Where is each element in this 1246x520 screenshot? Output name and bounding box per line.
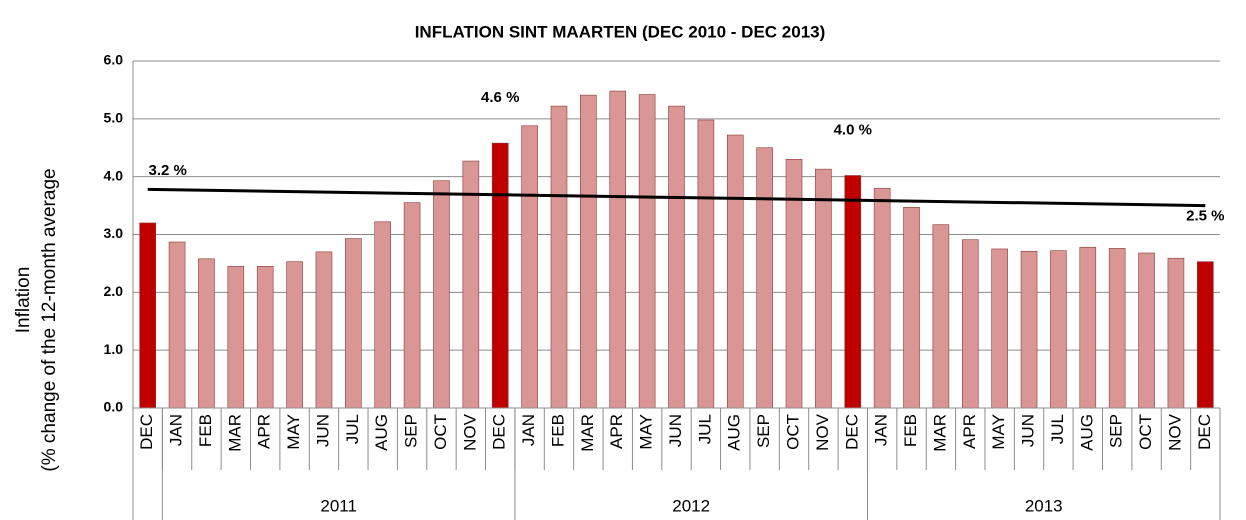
x-tick-label: JAN [519, 414, 538, 446]
bar [932, 224, 950, 409]
bar [1167, 257, 1185, 409]
x-tick-label: JUN [666, 414, 685, 447]
x-tick-label: MAY [284, 414, 303, 450]
x-tick-label: NOV [813, 413, 832, 451]
x-tick-label: MAY [637, 414, 656, 450]
bar [345, 238, 362, 409]
bar [609, 90, 627, 409]
group-label: 2013 [1025, 496, 1063, 515]
value-label: 3.2 % [149, 162, 187, 179]
bar [462, 160, 480, 409]
bar [403, 202, 421, 409]
x-tick-label: DEC [137, 414, 156, 450]
bar [286, 261, 303, 409]
group-label: 2012 [672, 496, 710, 515]
bar [903, 207, 920, 409]
y-tick-label: 3.0 [104, 225, 124, 241]
x-tick-label: AUG [1077, 414, 1096, 451]
x-tick-label: MAR [225, 414, 244, 452]
group-label: 2011 [320, 496, 357, 515]
x-tick-label: SEP [754, 414, 773, 448]
x-tick-label: OCT [1136, 414, 1155, 450]
bar [1197, 261, 1214, 409]
x-tick-label: OCT [431, 414, 450, 450]
bar [726, 134, 744, 409]
bar [491, 142, 509, 409]
x-tick-label: APR [255, 414, 274, 449]
bar [785, 159, 803, 409]
y-tick-label: 4.0 [104, 167, 124, 183]
x-tick-label: DEC [490, 414, 509, 450]
x-tick-label: NOV [1165, 413, 1184, 451]
chart-title: INFLATION SINT MAARTEN (DEC 2010 - DEC 2… [415, 22, 826, 41]
bar [815, 168, 832, 409]
x-tick-label: SEP [402, 414, 421, 448]
x-tick-label: JUL [343, 414, 362, 444]
bar [1050, 250, 1067, 409]
x-tick-label: APR [607, 414, 626, 449]
x-tick-label: MAR [578, 414, 597, 452]
x-tick-label: OCT [783, 414, 802, 450]
x-tick-label: JAN [167, 414, 186, 446]
trend-line [147, 187, 1206, 208]
x-tick-label: DEC [842, 414, 861, 450]
bar [991, 248, 1008, 409]
bar [256, 266, 274, 409]
x-tick-label: MAY [989, 414, 1008, 450]
x-tick-label: APR [960, 414, 979, 449]
bar [1020, 250, 1038, 409]
value-label: 4.0 % [834, 121, 872, 138]
bar [756, 147, 773, 409]
bar [550, 105, 568, 409]
bar [315, 251, 333, 409]
y-tick-label: 0.0 [104, 399, 124, 415]
x-tick-label: DEC [1195, 414, 1214, 450]
x-tick-label: SEP [1107, 414, 1126, 448]
x-tick-label: NOV [460, 413, 479, 451]
x-tick-label: MAR [930, 414, 949, 452]
bar [198, 258, 215, 409]
bar [168, 241, 186, 409]
bar [961, 239, 979, 409]
bar [1138, 252, 1155, 409]
x-tick-label: AUG [725, 414, 744, 451]
bar [227, 266, 245, 409]
x-tick-label: JUL [1048, 414, 1067, 444]
x-tick-label: JUL [695, 414, 714, 444]
value-label: 4.6 % [481, 89, 519, 106]
bar [844, 175, 862, 409]
bar [638, 94, 656, 409]
value-label: 2.5 % [1186, 208, 1224, 225]
y-axis-label: Inflation [13, 267, 34, 334]
bar [668, 105, 685, 409]
bar [873, 187, 891, 409]
bar [580, 94, 597, 409]
x-tick-label: FEB [196, 414, 215, 447]
y-tick-label: 5.0 [104, 110, 124, 126]
bar [1079, 246, 1097, 409]
bar [521, 125, 538, 409]
bar [374, 221, 392, 409]
x-tick-label: AUG [372, 414, 391, 451]
bar [1108, 248, 1126, 409]
bar [139, 222, 156, 409]
y-tick-label: 1.0 [104, 341, 124, 357]
y-tick-label: 2.0 [104, 283, 124, 299]
x-tick-label: JAN [872, 414, 891, 446]
x-tick-label: JUN [313, 414, 332, 447]
x-tick-label: FEB [901, 414, 920, 447]
y-axis-label: (% change of the 12-month average [39, 168, 60, 471]
y-tick-label: 6.0 [104, 52, 124, 68]
bar [697, 119, 715, 409]
x-tick-label: JUN [1019, 414, 1038, 447]
x-tick-label: FEB [548, 414, 567, 447]
bar [433, 180, 450, 409]
